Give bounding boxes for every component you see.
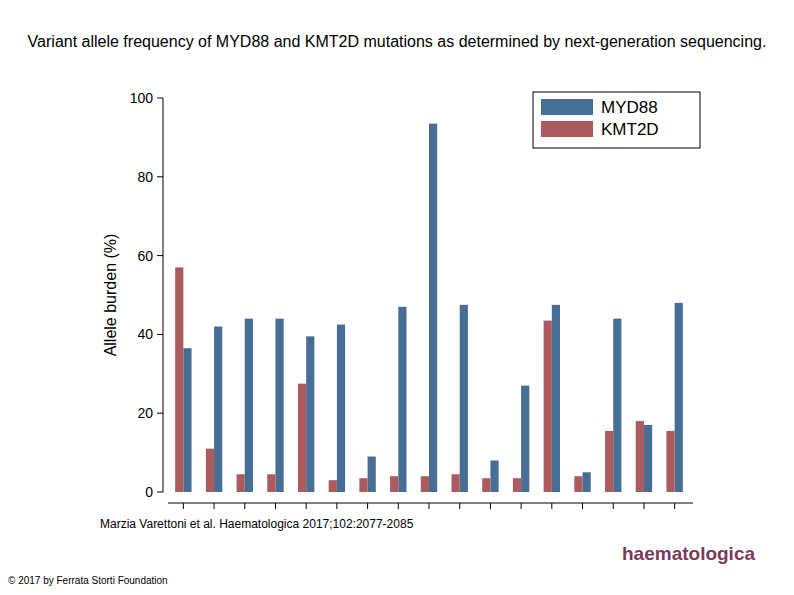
y-axis-label: Allele burden (%)	[102, 234, 119, 357]
x-tick	[551, 503, 552, 509]
y-tick-label: 40	[137, 326, 153, 342]
bar	[421, 476, 429, 492]
x-tick	[183, 503, 184, 509]
logo: haematologica	[622, 543, 755, 564]
bar	[482, 478, 490, 492]
chart-title: Variant allele frequency of MYD88 and KM…	[27, 31, 767, 52]
x-tick	[521, 503, 522, 509]
bar	[237, 474, 245, 492]
legend-label: MYD88	[601, 98, 658, 117]
x-tick	[367, 503, 368, 509]
y-axis-line	[163, 98, 164, 492]
x-tick	[613, 503, 614, 509]
bar	[183, 348, 191, 492]
bar	[460, 305, 468, 492]
bar	[583, 472, 591, 492]
bar	[429, 124, 437, 492]
bar	[666, 431, 674, 492]
y-tick-label: 0	[145, 484, 153, 500]
bar	[544, 321, 552, 492]
bar	[390, 476, 398, 492]
chart: 0 20 40 60 80 100 Allele burden (%) MYD88 KMT2D M…	[0, 0, 794, 595]
x-tick	[429, 503, 430, 509]
x-tick	[459, 503, 460, 509]
bar	[521, 386, 529, 492]
bar	[675, 303, 683, 492]
y-tick	[157, 492, 163, 493]
bar	[398, 307, 406, 492]
citation: Marzia Varettoni et al. Haematologica 20…	[100, 517, 414, 531]
x-axis-line	[168, 503, 693, 504]
bar	[452, 474, 460, 492]
legend-swatch	[541, 99, 593, 115]
y-tick	[157, 98, 163, 99]
x-tick	[336, 503, 337, 509]
x-tick	[643, 503, 644, 509]
bar	[275, 319, 283, 492]
x-tick	[674, 503, 675, 509]
legend-swatch	[541, 121, 593, 137]
bar	[175, 267, 183, 492]
bar	[214, 327, 222, 492]
bars	[175, 124, 683, 492]
y-tick	[157, 255, 163, 256]
bar	[513, 478, 521, 492]
y-tick-label: 20	[137, 405, 153, 421]
y-tick	[157, 413, 163, 414]
x-tick	[306, 503, 307, 509]
bar	[644, 425, 652, 492]
x-tick	[244, 503, 245, 509]
bar	[605, 431, 613, 492]
bar	[613, 319, 621, 492]
x-tick	[398, 503, 399, 509]
y-tick	[157, 334, 163, 335]
bar	[267, 474, 275, 492]
legend-box	[533, 92, 700, 148]
bar	[298, 384, 306, 492]
bar	[490, 460, 498, 492]
x-tick	[582, 503, 583, 509]
bar	[552, 305, 560, 492]
bar	[329, 480, 337, 492]
y-tick-label: 60	[137, 248, 153, 264]
bar	[368, 457, 376, 492]
y-tick	[157, 176, 163, 177]
bar	[206, 449, 214, 492]
y-tick-label: 80	[137, 169, 153, 185]
bar	[574, 476, 582, 492]
bar	[306, 336, 314, 492]
x-tick	[275, 503, 276, 509]
bar	[359, 478, 367, 492]
x-tick	[214, 503, 215, 509]
bar	[636, 421, 644, 492]
bar	[245, 319, 253, 492]
x-tick	[490, 503, 491, 509]
legend-label: KMT2D	[601, 120, 659, 139]
copyright: © 2017 by Ferrata Storti Foundation	[8, 575, 168, 586]
bar	[337, 325, 345, 492]
y-tick-label: 100	[130, 90, 154, 106]
